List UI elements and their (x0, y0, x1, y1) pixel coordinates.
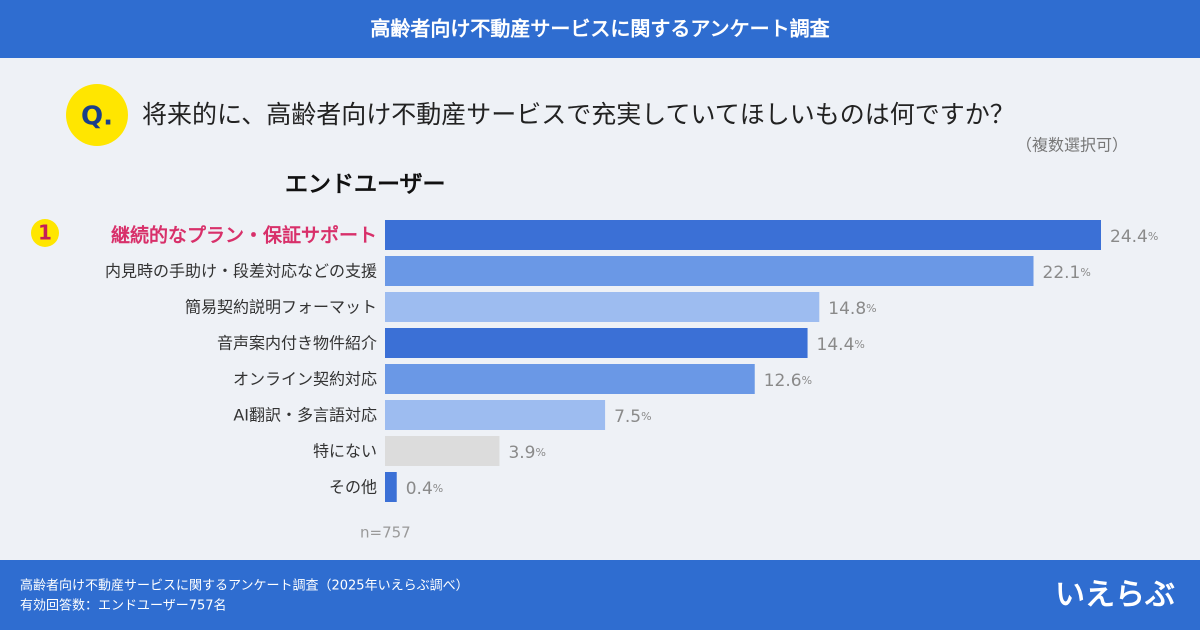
category-label: 特にない (313, 442, 377, 461)
value-label: 7.5% (614, 407, 652, 427)
bar (385, 220, 1101, 250)
rank-badge (31, 219, 59, 247)
value-label: 0.4% (406, 479, 444, 499)
value-label: 3.9% (508, 443, 546, 463)
sample-note: n=757 (360, 524, 411, 542)
category-label: 簡易契約説明フォーマット (185, 298, 377, 317)
footer-band (0, 560, 1200, 630)
rank-label: 1 (38, 221, 52, 245)
bar (385, 436, 500, 466)
question-text: 将来的に、高齢者向け不動産サービスで充実していてほしいものは何ですか？ (142, 100, 1015, 129)
bar (385, 292, 820, 322)
bar (385, 256, 1034, 286)
chart-title: エンドユーザー (285, 172, 446, 198)
category-label: 音声案内付き物件紹介 (217, 334, 377, 353)
category-label: AI翻訳・多言語対応 (233, 406, 377, 425)
footer-line: 高齢者向け不動産サービスに関するアンケート調査（2025年いえらぶ調べ） (20, 578, 469, 594)
value-label: 24.4% (1110, 227, 1158, 247)
category-label: 内見時の手助け・段差対応などの支援 (105, 262, 377, 281)
q-marker: Q. (81, 102, 113, 132)
category-label: オンライン契約対応 (233, 370, 377, 389)
footer-line: 有効回答数：エンドユーザー757名 (20, 598, 227, 614)
bar (385, 472, 397, 502)
header-band (0, 0, 1200, 58)
header-title: 高齢者向け不動産サービスに関するアンケート調査 (370, 17, 829, 41)
bar (385, 364, 755, 394)
bar (385, 400, 606, 430)
value-label: 12.6% (764, 371, 812, 391)
value-label: 22.1% (1043, 263, 1091, 283)
value-label: 14.8% (828, 299, 876, 319)
bar (385, 328, 808, 358)
value-label: 14.4% (817, 335, 865, 355)
logo: いえらぶ (1055, 578, 1175, 613)
category-label: 継続的なプラン・保証サポート (111, 224, 377, 247)
q-badge (66, 84, 128, 146)
question-note: （複数選択可） (1016, 136, 1128, 155)
category-label: その他 (329, 478, 377, 497)
